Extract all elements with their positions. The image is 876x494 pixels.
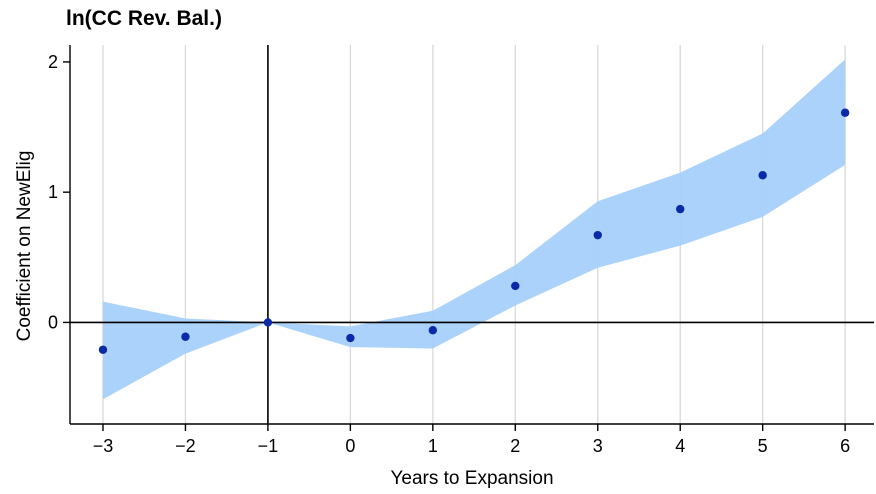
data-point-5 bbox=[511, 281, 520, 291]
axes: −3 −2 −1 0 1 2 3 4 5 6 0 1 2 bbox=[48, 45, 874, 456]
data-point-1 bbox=[181, 332, 190, 341]
reference-lines bbox=[70, 45, 874, 424]
data-point-9 bbox=[840, 108, 850, 117]
data-point-0 bbox=[98, 345, 108, 354]
x-tick-label: 2 bbox=[510, 436, 520, 456]
x-tick-label: 5 bbox=[758, 436, 768, 456]
x-tick-label: 6 bbox=[840, 436, 850, 456]
x-axis-label: Years to Expansion bbox=[390, 468, 553, 489]
x-tick-label: −2 bbox=[175, 436, 196, 456]
data-point-6 bbox=[593, 230, 602, 240]
x-tick-label: 1 bbox=[428, 436, 438, 456]
x-tick-label: −3 bbox=[93, 436, 114, 456]
chart-title: ln(CC Rev. Bal.) bbox=[66, 7, 222, 30]
y-axis-label: Coefficient on NewElig bbox=[14, 151, 35, 342]
data-point-2 bbox=[263, 318, 273, 327]
grid-lines bbox=[102, 45, 846, 424]
data-points bbox=[98, 108, 850, 354]
y-tick-label: 0 bbox=[48, 312, 58, 332]
x-tick-label: −1 bbox=[258, 436, 279, 456]
x-tick-label: 3 bbox=[593, 436, 603, 456]
data-point-4 bbox=[428, 326, 438, 335]
data-point-8 bbox=[758, 171, 767, 180]
y-tick-label: 1 bbox=[48, 182, 58, 202]
confidence-band-group bbox=[102, 59, 846, 400]
x-tick-label: 0 bbox=[345, 436, 355, 456]
y-tick-label: 2 bbox=[48, 52, 58, 72]
x-tick-label: 4 bbox=[675, 436, 685, 456]
data-point-3 bbox=[346, 333, 355, 343]
confidence-band bbox=[102, 59, 846, 400]
data-point-7 bbox=[676, 204, 685, 214]
